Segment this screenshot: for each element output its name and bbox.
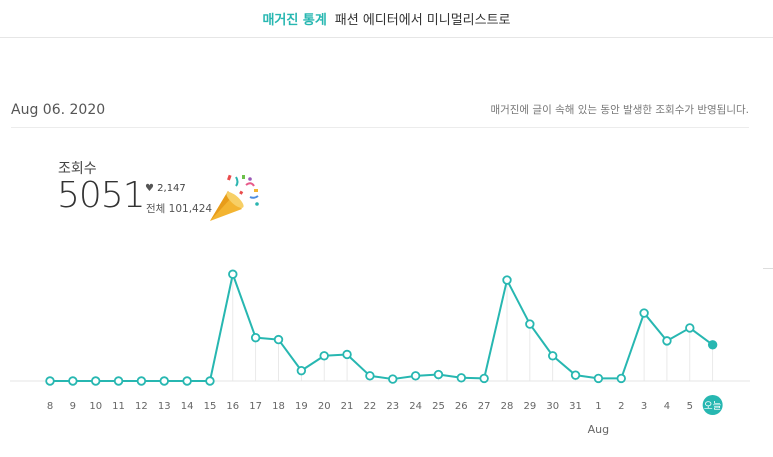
data-point[interactable]	[159, 376, 169, 386]
x-tick-label: 2	[618, 401, 624, 412]
data-point[interactable]	[273, 334, 284, 345]
stats-note: 매거진에 글이 속해 있는 동안 발생한 조회수가 반영됩니다.	[490, 104, 749, 116]
data-point[interactable]	[205, 376, 215, 386]
data-point[interactable]	[479, 373, 489, 384]
x-tick-label: 17	[249, 401, 262, 412]
likes-count: 2,147	[157, 183, 186, 194]
data-point[interactable]	[707, 340, 718, 350]
chart-right-divider	[763, 268, 773, 269]
today-badge	[702, 395, 723, 415]
current-date: Aug 06. 2020	[11, 101, 106, 118]
likes-count-row: ♥ 2,147	[145, 183, 186, 194]
month-label: Aug	[588, 423, 609, 436]
views-count: 5051	[57, 175, 146, 216]
x-tick-label: 25	[432, 401, 445, 412]
header-accent-label[interactable]: 매거진 통계	[262, 13, 327, 28]
data-point[interactable]	[296, 365, 307, 376]
data-point[interactable]	[433, 369, 444, 380]
x-tick-label: 13	[158, 401, 171, 412]
data-point[interactable]	[136, 376, 147, 386]
data-point[interactable]	[570, 370, 581, 380]
x-tick-label: 9	[70, 401, 76, 412]
x-tick-label: 14	[181, 401, 194, 412]
data-point[interactable]	[388, 374, 398, 384]
x-tick-label: 20	[318, 401, 331, 412]
data-point[interactable]	[502, 275, 512, 285]
data-point[interactable]	[593, 373, 604, 384]
x-tick-label: 27	[478, 401, 491, 412]
views-series-line	[50, 273, 714, 382]
data-point[interactable]	[685, 323, 695, 333]
heart-icon: ♥	[145, 183, 154, 194]
x-tick-label: 29	[523, 401, 536, 412]
data-point[interactable]	[45, 376, 55, 386]
party-popper-icon	[210, 174, 259, 221]
x-tick-label: 16	[226, 401, 239, 412]
x-tick-label: 15	[204, 401, 217, 412]
data-point[interactable]	[456, 373, 466, 383]
data-point[interactable]	[182, 376, 192, 386]
x-tick-label: 30	[546, 401, 559, 412]
x-tick-label: 1	[595, 401, 601, 412]
data-point[interactable]	[662, 336, 672, 346]
total-views: 전체 101,424	[146, 203, 213, 215]
data-point[interactable]	[548, 351, 558, 361]
x-tick-label: 3	[641, 401, 647, 412]
data-point[interactable]	[342, 349, 352, 360]
data-point[interactable]	[228, 269, 238, 279]
x-tick-label: 4	[664, 401, 670, 412]
x-tick-label: 26	[455, 401, 468, 412]
x-tick-label: 24	[409, 401, 422, 412]
daily-views-line-chart: 8 9 10 11 12 13 14 15 16 17 18 19 20 21 22 23 24 25 26 27 28…	[10, 269, 750, 436]
x-tick-label: 23	[386, 401, 399, 412]
x-tick-label: 11	[112, 401, 125, 412]
x-tick-label: 31	[569, 401, 582, 412]
x-tick-label: 28	[501, 401, 514, 412]
data-point[interactable]	[525, 319, 535, 329]
x-tick-label: 18	[272, 401, 285, 412]
x-tick-label: 19	[295, 401, 308, 412]
data-point[interactable]	[639, 308, 649, 318]
x-tick-label-today[interactable]: 오늘	[704, 401, 722, 412]
data-point[interactable]	[250, 332, 261, 343]
top-header: 매거진 통계 패션 에디터에서 미니멀리스트로	[0, 0, 773, 38]
views-label: 조회수	[58, 161, 97, 177]
x-tick-label: 10	[89, 401, 102, 412]
data-point[interactable]	[616, 373, 626, 384]
data-point[interactable]	[410, 371, 421, 381]
x-tick-label: 5	[687, 401, 693, 412]
x-tick-label: 21	[341, 401, 354, 412]
magazine-title[interactable]: 패션 에디터에서 미니멀리스트로	[334, 13, 511, 28]
x-tick-label: 8	[47, 401, 53, 412]
data-point[interactable]	[319, 351, 329, 361]
date-row: Aug 06. 2020 매거진에 글이 속해 있는 동안 발생한 조회수가 반…	[11, 92, 749, 128]
data-point[interactable]	[365, 371, 375, 381]
x-tick-label: 12	[135, 401, 148, 412]
data-point[interactable]	[113, 376, 124, 386]
data-point[interactable]	[90, 376, 101, 386]
x-tick-label: 22	[364, 401, 377, 412]
data-point[interactable]	[68, 376, 78, 386]
